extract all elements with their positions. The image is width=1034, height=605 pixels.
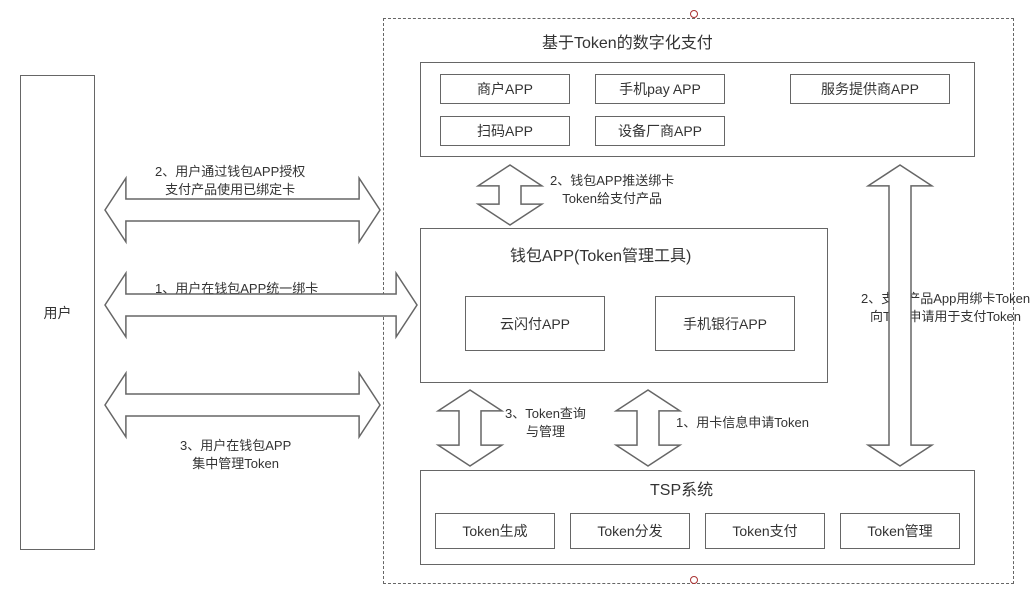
user-box: 用户 (20, 75, 95, 550)
tsp-title: TSP系统 (650, 480, 713, 502)
token-dist-label: Token分发 (597, 521, 662, 541)
token-dist-box: Token分发 (570, 513, 690, 549)
provider-app-label: 服务提供商APP (821, 79, 919, 99)
label-user-bind: 1、用户在钱包APP统一绑卡 (155, 280, 318, 298)
phone-pay-app-label: 手机pay APP (619, 79, 701, 99)
wallet-title: 钱包APP(Token管理工具) (510, 246, 691, 268)
token-gen-box: Token生成 (435, 513, 555, 549)
label-card-apply: 1、用卡信息申请Token (676, 414, 809, 432)
device-app-label: 设备厂商APP (618, 121, 702, 141)
token-pay-box: Token支付 (705, 513, 825, 549)
yun-app-box: 云闪付APP (465, 296, 605, 351)
token-mgmt-label: Token管理 (867, 521, 932, 541)
merchant-app-box: 商户APP (440, 74, 570, 104)
token-gen-label: Token生成 (462, 521, 527, 541)
bank-app-box: 手机银行APP (655, 296, 795, 351)
token-mgmt-box: Token管理 (840, 513, 960, 549)
token-pay-label: Token支付 (732, 521, 797, 541)
bank-app-label: 手机银行APP (683, 314, 767, 334)
device-app-box: 设备厂商APP (595, 116, 725, 146)
label-token-query: 3、Token查询与管理 (505, 405, 586, 440)
label-user-manage: 3、用户在钱包APP集中管理Token (180, 437, 291, 472)
scan-app-label: 扫码APP (477, 121, 533, 141)
connector-dot-bottom (690, 576, 698, 584)
merchant-app-label: 商户APP (477, 79, 533, 99)
phone-pay-app-box: 手机pay APP (595, 74, 725, 104)
user-label: 用户 (44, 303, 72, 323)
yun-app-label: 云闪付APP (500, 314, 570, 334)
pay-title: 基于Token的数字化支付 (542, 33, 713, 55)
scan-app-box: 扫码APP (440, 116, 570, 146)
label-user-auth: 2、用户通过钱包APP授权支付产品使用已绑定卡 (155, 163, 305, 198)
label-pay-to-tsp: 2、支付产品App用绑卡Token向TSP申请用于支付Token (861, 290, 1030, 325)
label-wallet-push: 2、钱包APP推送绑卡Token给支付产品 (550, 172, 674, 207)
provider-app-box: 服务提供商APP (790, 74, 950, 104)
connector-dot-left (375, 296, 383, 304)
connector-dot-top (690, 10, 698, 18)
